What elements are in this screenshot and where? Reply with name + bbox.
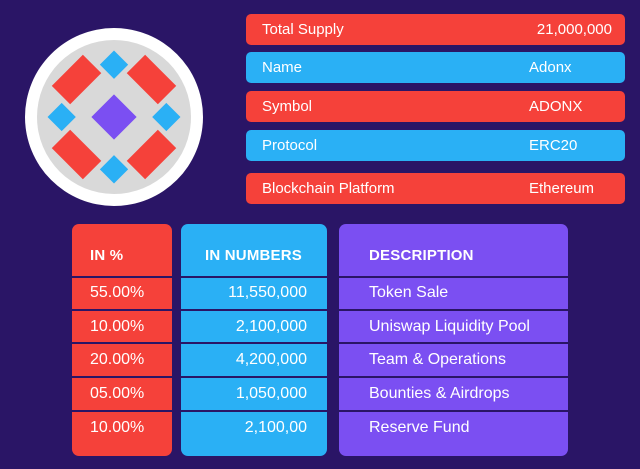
column-numbers: IN NUMBERS 11,550,000 2,100,000 4,200,00… [181, 224, 327, 456]
number-cell: 4,200,000 [235, 351, 307, 368]
info-label: Protocol [262, 137, 318, 154]
row-divider [339, 376, 568, 378]
row-divider [72, 309, 172, 311]
info-label: Symbol [262, 98, 313, 115]
row-divider [181, 410, 327, 412]
info-label: Total Supply [262, 21, 344, 38]
row-divider [181, 276, 327, 278]
row-divider [339, 342, 568, 344]
percent-cell: 55.00% [90, 284, 145, 301]
row-divider [72, 276, 172, 278]
info-value: ADONX [529, 98, 583, 115]
column-percent: IN % 55.00% 10.00% 20.00% 05.00% 10.00% [72, 224, 172, 456]
info-value: ERC20 [529, 137, 578, 154]
info-label: Blockchain Platform [262, 180, 395, 197]
percent-cell: 10.00% [90, 419, 145, 436]
column-description: DESCRIPTION Token Sale Uniswap Liquidity… [339, 224, 568, 456]
number-cell: 1,050,000 [235, 385, 307, 402]
percent-cell: 20.00% [90, 351, 145, 368]
row-divider [181, 376, 327, 378]
info-value: Adonx [529, 59, 572, 76]
info-row-total-supply: Total Supply 21,000,000 [246, 14, 625, 45]
row-divider [339, 309, 568, 311]
row-divider [181, 342, 327, 344]
row-divider [339, 276, 568, 278]
description-cell: Uniswap Liquidity Pool [369, 318, 530, 335]
number-cell: 2,100,000 [235, 318, 307, 335]
column-header-description: DESCRIPTION [369, 247, 474, 264]
description-cell: Token Sale [369, 284, 449, 301]
description-cell: Team & Operations [369, 351, 506, 368]
info-label: Name [262, 59, 303, 76]
number-cell: 2,100,00 [244, 419, 307, 436]
adonx-logo-icon [25, 28, 203, 206]
info-row-symbol: Symbol ADONX [246, 91, 625, 122]
percent-cell: 05.00% [90, 385, 145, 402]
row-divider [72, 342, 172, 344]
logo-mark [47, 50, 181, 184]
column-header-numbers: IN NUMBERS [205, 247, 303, 264]
logo-badge [37, 40, 191, 194]
row-divider [72, 376, 172, 378]
number-cell: 11,550,000 [228, 284, 307, 301]
row-divider [339, 410, 568, 412]
row-divider [181, 309, 327, 311]
info-value: Ethereum [529, 180, 595, 197]
description-cell: Reserve Fund [369, 419, 470, 436]
percent-cell: 10.00% [90, 318, 145, 335]
info-row-name: Name Adonx [246, 52, 625, 83]
info-row-protocol: Protocol ERC20 [246, 130, 625, 161]
description-cell: Bounties & Airdrops [369, 385, 510, 402]
row-divider [72, 410, 172, 412]
column-header-percent: IN % [90, 247, 124, 264]
info-row-blockchain-platform: Blockchain Platform Ethereum [246, 173, 625, 204]
info-value: 21,000,000 [536, 21, 612, 38]
